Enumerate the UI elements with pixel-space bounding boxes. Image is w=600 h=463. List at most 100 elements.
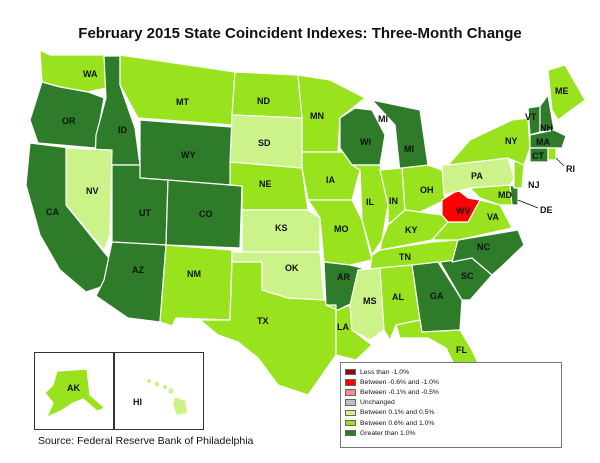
state-CO[interactable] — [165, 179, 243, 249]
label-WI: WI — [360, 137, 371, 147]
label-UT: UT — [139, 208, 151, 218]
hawaii-inset: HI — [114, 352, 204, 430]
legend-swatch — [345, 389, 356, 396]
label-IL: IL — [366, 197, 375, 207]
legend-swatch — [345, 409, 356, 417]
label-TX: TX — [257, 316, 269, 326]
legend-row: Between 0.6% and 1.0% — [345, 418, 561, 428]
legend-swatch — [345, 429, 356, 437]
label-VA: VA — [487, 212, 499, 222]
label-CT: CT — [532, 151, 544, 161]
label-NV: NV — [86, 186, 99, 196]
label-MS: MS — [363, 296, 377, 306]
label-WA: WA — [83, 69, 98, 79]
label-MA: MA — [536, 137, 550, 147]
legend-row: Between 0.1% and 0.5% — [345, 408, 561, 418]
state-NY[interactable] — [447, 117, 531, 166]
label-HI: HI — [133, 397, 142, 407]
label-MN: MN — [310, 111, 324, 121]
label-ID: ID — [118, 125, 128, 135]
hawaii-map: HI — [133, 378, 187, 415]
label-AL: AL — [392, 292, 404, 302]
label-SD: SD — [258, 138, 271, 148]
label-CO: CO — [199, 209, 213, 219]
state-NV[interactable] — [65, 147, 113, 251]
label-WV: WV — [456, 206, 471, 216]
legend-swatch — [345, 419, 356, 427]
state-ND[interactable] — [231, 71, 303, 119]
label-OK: OK — [285, 263, 299, 273]
label-OH: OH — [420, 185, 434, 195]
leader-DE — [517, 199, 539, 209]
label-GA: GA — [430, 291, 444, 301]
state-AK[interactable] — [44, 368, 106, 418]
state-KS[interactable] — [241, 209, 321, 253]
label-LA: LA — [337, 322, 349, 332]
state-NM[interactable] — [159, 244, 233, 327]
label-FL: FL — [456, 345, 467, 355]
legend-label: Unchanged — [360, 399, 395, 407]
label-AK: AK — [67, 383, 80, 393]
alaska-map: AK — [44, 368, 106, 418]
state-HI[interactable] — [146, 378, 187, 415]
label-WY: WY — [181, 150, 196, 160]
label-MO: MO — [334, 224, 349, 234]
label-KS: KS — [275, 223, 288, 233]
state-labels: WA OR ID MT ND SD WY NV CA UT CO AZ NM N… — [46, 69, 575, 355]
label-SC: SC — [461, 271, 474, 281]
map-title: February 2015 State Coincident Indexes: … — [78, 25, 522, 42]
legend-label: Less than -1.0% — [360, 368, 410, 376]
state-TX[interactable] — [199, 261, 337, 396]
label-IA: IA — [326, 175, 336, 185]
label-OR: OR — [62, 116, 76, 126]
label-VT: VT — [525, 112, 537, 122]
legend-row: Greater than 1.0% — [345, 428, 561, 438]
legend-row: Between -0.1% and -0.5% — [345, 387, 561, 397]
label-IN: IN — [389, 196, 398, 206]
state-AZ[interactable] — [95, 241, 167, 323]
legend-swatch — [345, 368, 356, 376]
label-AR: AR — [337, 272, 350, 282]
state-WI[interactable] — [339, 107, 386, 166]
legend-label: Between 0.6% and 1.0% — [360, 419, 435, 427]
state-CT[interactable] — [529, 147, 549, 163]
label-MI: MI — [404, 144, 414, 154]
label-NJ: NJ — [528, 180, 540, 190]
state-RI[interactable] — [547, 147, 557, 161]
label-TN: TN — [399, 252, 411, 262]
legend-swatch — [345, 379, 356, 386]
legend-label: Greater than 1.0% — [360, 429, 416, 437]
label-RI: RI — [566, 164, 575, 174]
legend-swatch — [345, 399, 356, 406]
legend-label: Between -0.6% and -1.0% — [360, 378, 439, 386]
legend: Less than -1.0% Between -0.6% and -1.0% … — [340, 362, 562, 448]
label-ME: ME — [555, 86, 569, 96]
label-NY: NY — [505, 136, 518, 146]
legend-label: Between 0.1% and 0.5% — [360, 409, 435, 417]
legend-row: Unchanged — [345, 398, 561, 408]
legend-row: Less than -1.0% — [345, 367, 561, 377]
source-note: Source: Federal Reserve Bank of Philadel… — [38, 435, 254, 447]
state-MN[interactable] — [297, 74, 366, 153]
label-KY: KY — [405, 225, 418, 235]
label-AZ: AZ — [132, 265, 144, 275]
state-LA[interactable] — [325, 304, 373, 361]
state-OR[interactable] — [29, 81, 105, 149]
label-CA: CA — [46, 207, 59, 217]
label-NE: NE — [259, 179, 272, 189]
label-MD: MD — [498, 190, 512, 200]
legend-row: Between -0.6% and -1.0% — [345, 377, 561, 387]
label-NM: NM — [187, 269, 201, 279]
state-ME[interactable] — [547, 64, 586, 121]
label-ND: ND — [257, 96, 270, 106]
label-PA: PA — [471, 171, 483, 181]
alaska-inset: AK — [34, 352, 114, 430]
state-MO[interactable] — [307, 199, 373, 266]
label-MI-upper: MI — [378, 114, 388, 124]
leader-RI — [555, 157, 565, 167]
label-NH: NH — [540, 123, 553, 133]
state-MT[interactable] — [119, 54, 236, 126]
legend-label: Between -0.1% and -0.5% — [360, 388, 439, 396]
state-MA[interactable] — [529, 129, 567, 149]
